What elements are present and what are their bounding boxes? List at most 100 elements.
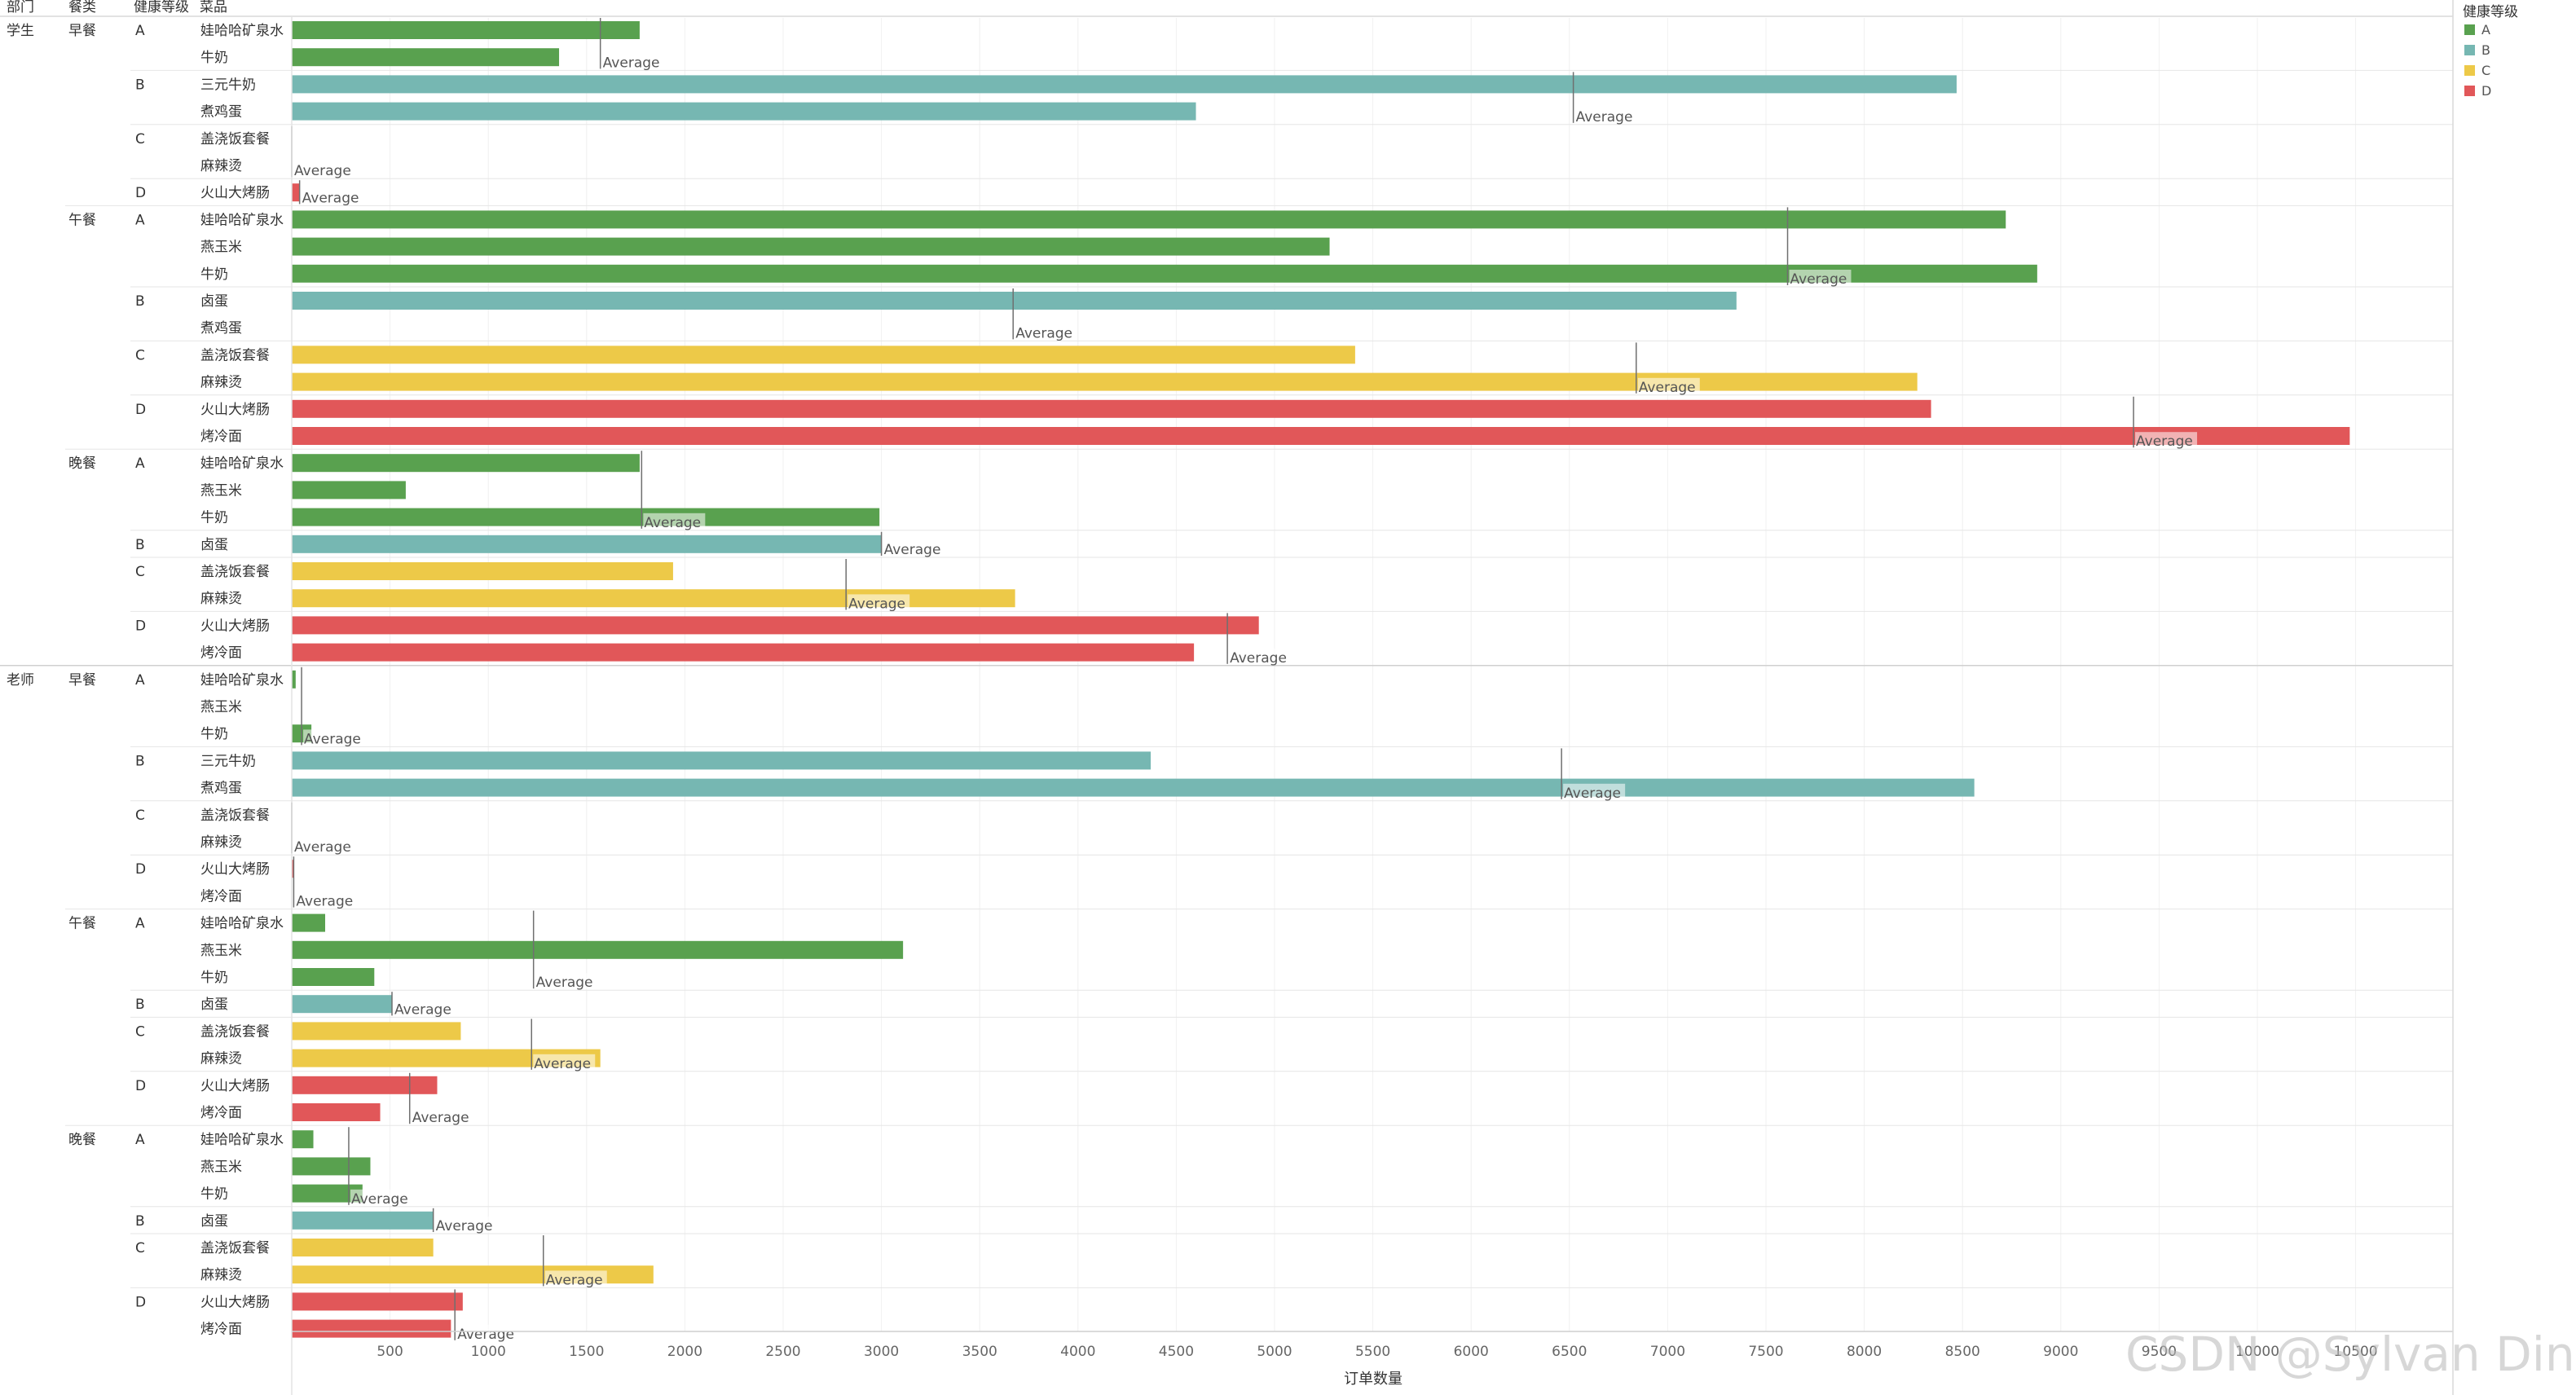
dish-label: 火山大烤肠: [200, 618, 270, 634]
grade-label: C: [135, 1240, 145, 1256]
bar: [292, 237, 1330, 256]
x-tick-label: 9500: [2142, 1344, 2177, 1360]
grade-label: D: [135, 1294, 146, 1310]
grade-label: D: [135, 618, 146, 634]
grade-label: A: [135, 1132, 145, 1148]
bar: [292, 860, 294, 878]
x-tick-label: 8000: [1847, 1344, 1882, 1360]
bar: [292, 183, 300, 202]
meal-label: 晚餐: [68, 455, 96, 472]
dish-label: 娃哈哈矿泉水: [200, 212, 284, 228]
dish-label: 煮鸡蛋: [200, 104, 242, 121]
header-meal: 餐类: [68, 0, 96, 15]
grade-label: D: [135, 861, 146, 878]
bar: [292, 670, 296, 689]
grade-label: D: [135, 1078, 146, 1094]
x-tick-label: 3000: [864, 1344, 899, 1360]
bar: [292, 210, 2006, 229]
average-label: Average: [534, 1056, 591, 1072]
bar: [292, 616, 1259, 635]
average-label-bg: [411, 1108, 473, 1125]
average-label: Average: [296, 894, 353, 910]
x-tick-label: 10500: [2334, 1344, 2378, 1360]
x-tick-label: 1000: [471, 1344, 506, 1360]
bar: [292, 1157, 371, 1176]
bar: [292, 1319, 451, 1338]
average-label: Average: [536, 975, 593, 991]
average-label: Average: [394, 1001, 451, 1018]
bar: [292, 427, 2350, 445]
meal-label: 午餐: [68, 916, 96, 932]
bar: [292, 1211, 434, 1230]
legend-label: C: [2481, 63, 2490, 78]
bar: [292, 562, 673, 580]
dish-label: 火山大烤肠: [200, 185, 270, 201]
dish-label: 盖浇饭套餐: [200, 1240, 270, 1256]
dish-label: 牛奶: [200, 726, 228, 742]
legend-label: B: [2481, 42, 2490, 58]
bar: [292, 1239, 434, 1256]
average-label: Average: [351, 1191, 408, 1208]
meal-label: 早餐: [68, 672, 96, 689]
bar: [292, 1049, 601, 1067]
average-label: Average: [1230, 650, 1287, 667]
average-label-bg: [883, 540, 945, 557]
average-label-bg: [2135, 432, 2198, 449]
dish-label: 盖浇饭套餐: [200, 564, 270, 580]
bar: [292, 1184, 363, 1203]
average-label: Average: [294, 839, 351, 856]
grade-label: C: [135, 347, 145, 363]
average-label: Average: [1639, 380, 1696, 396]
dish-label: 盖浇饭套餐: [200, 808, 270, 824]
bar: [292, 1103, 381, 1121]
bar: [292, 589, 1015, 608]
bar: [292, 968, 375, 986]
x-tick-label: 3500: [962, 1344, 997, 1360]
dish-label: 麻辣烫: [200, 375, 242, 391]
bar: [292, 751, 1151, 770]
bar: [292, 48, 560, 67]
grade-label: A: [135, 916, 145, 932]
dish-label: 娃哈哈矿泉水: [200, 916, 284, 932]
average-label-bg: [456, 1324, 519, 1341]
grade-label: D: [135, 402, 146, 418]
dish-label: 盖浇饭套餐: [200, 347, 270, 363]
dish-label: 牛奶: [200, 1186, 228, 1203]
dish-label: 燕玉米: [200, 1159, 242, 1175]
meal-label: 午餐: [68, 212, 96, 228]
dish-label: 盖浇饭套餐: [200, 131, 270, 147]
average-label-bg: [643, 513, 706, 530]
bar: [292, 1292, 463, 1311]
bar: [292, 508, 880, 526]
average-label-bg: [1789, 270, 1852, 286]
x-tick-label: 8500: [1945, 1344, 1980, 1360]
average-label: Average: [546, 1272, 603, 1288]
dish-label: 燕玉米: [200, 943, 242, 959]
dish-label: 牛奶: [200, 266, 228, 283]
dept-label: 学生: [7, 23, 34, 39]
average-label-bg: [601, 53, 664, 70]
x-axis: 500 1000 1500 2000 2500 3000 3500 4000 4500 5000 5…: [291, 16, 2453, 1395]
average-label-bg: [295, 891, 358, 909]
bar: [292, 1022, 461, 1041]
grade-label: D: [135, 185, 146, 201]
average-label-bg: [293, 161, 355, 178]
grade-label: B: [135, 1213, 145, 1230]
average-label: Average: [1564, 786, 1621, 802]
dish-label: 盖浇饭套餐: [200, 1023, 270, 1040]
dish-label: 火山大烤肠: [200, 861, 270, 878]
dish-label: 卤蛋: [200, 293, 228, 310]
x-tick-label: 4000: [1060, 1344, 1095, 1360]
x-tick-label: 6500: [1552, 1344, 1587, 1360]
grade-label: B: [135, 537, 145, 553]
dish-label: 娃哈哈矿泉水: [200, 455, 284, 472]
grade-label: B: [135, 293, 145, 310]
average-label: Average: [603, 55, 660, 71]
average-label: Average: [412, 1110, 469, 1126]
x-tick-label: 1500: [569, 1344, 604, 1360]
x-tick-label: 10000: [2235, 1344, 2279, 1360]
grade-label: B: [135, 753, 145, 769]
bar: [292, 345, 1355, 364]
